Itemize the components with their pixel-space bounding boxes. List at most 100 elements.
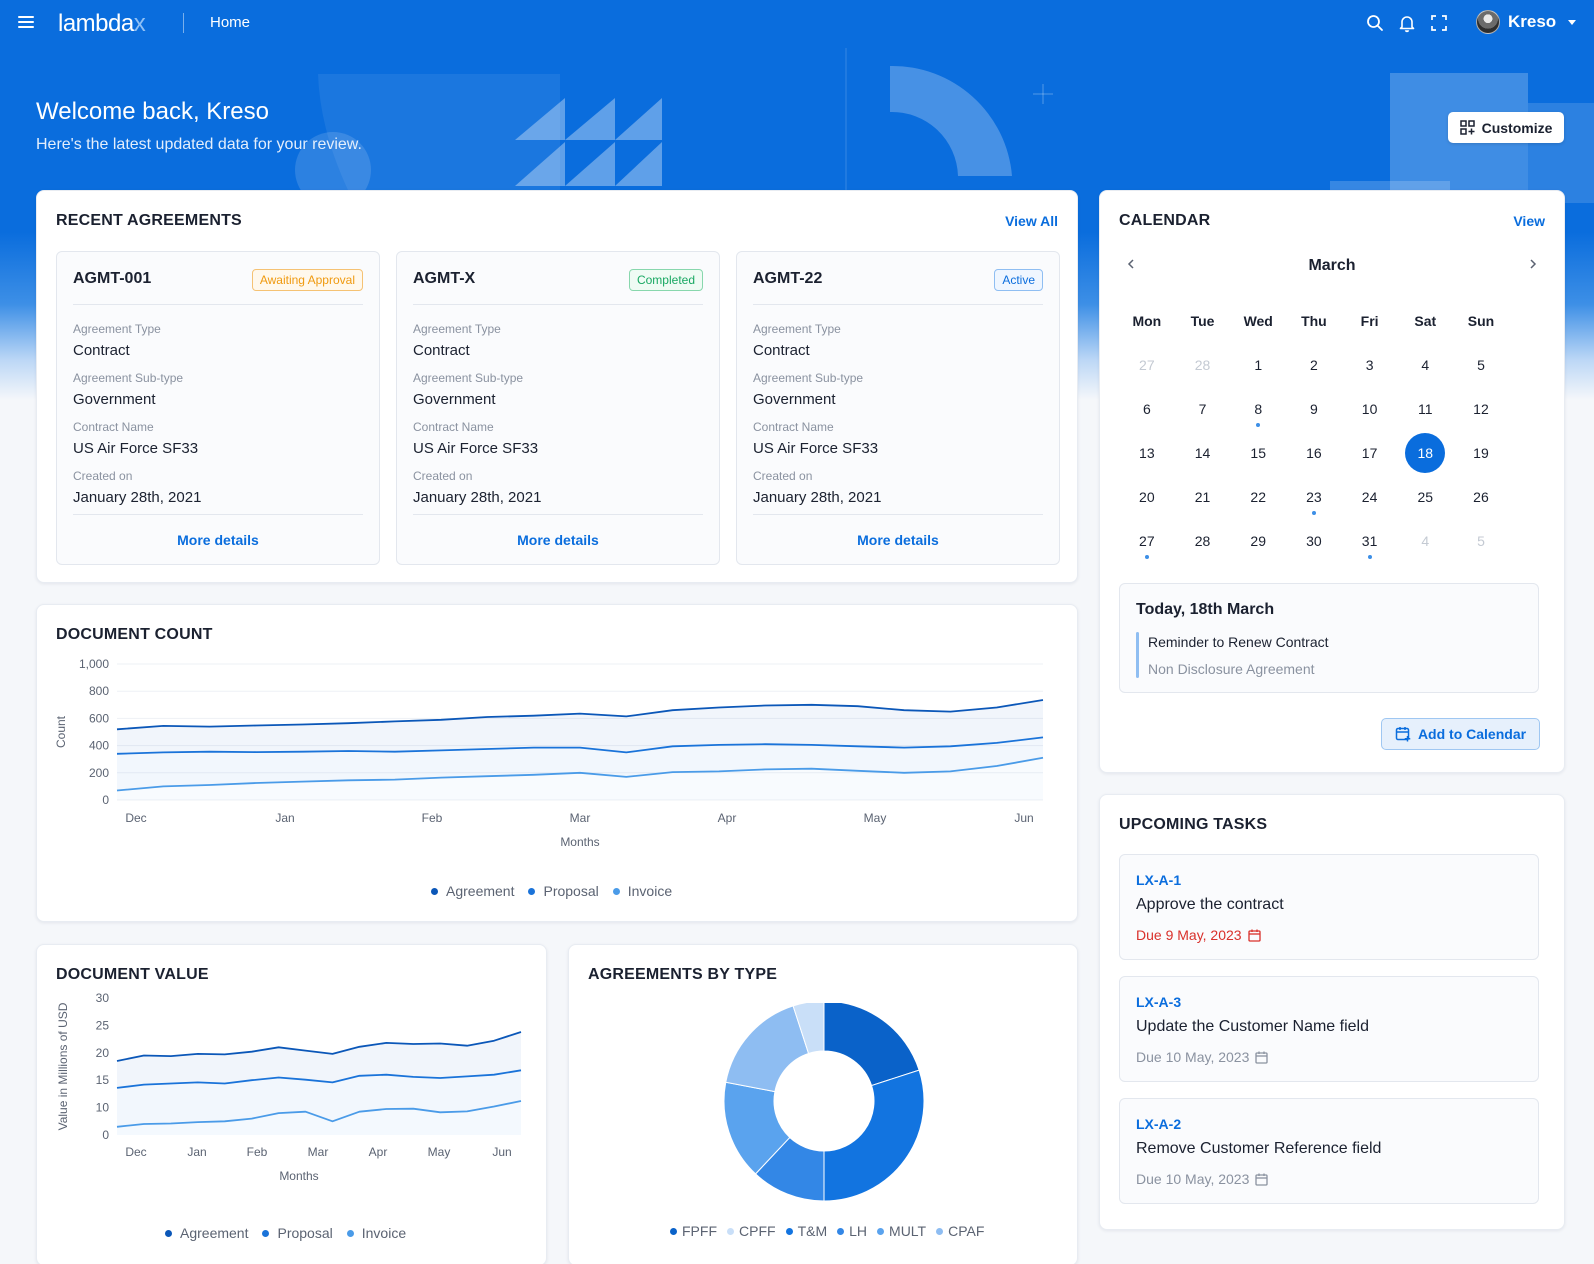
legend-item[interactable]: Invoice bbox=[346, 1225, 406, 1241]
series-line-agreement[interactable] bbox=[116, 1031, 522, 1062]
calendar-day[interactable]: 31 bbox=[1342, 521, 1398, 561]
legend-item[interactable]: Proposal bbox=[262, 1225, 333, 1241]
fullscreen-icon[interactable] bbox=[1429, 13, 1449, 33]
pie-slice-fpff[interactable] bbox=[823, 1003, 920, 1087]
search-icon[interactable] bbox=[1365, 13, 1385, 33]
series-area bbox=[117, 700, 1043, 754]
calendar-day[interactable]: 19 bbox=[1453, 433, 1509, 473]
calendar-day[interactable]: 24 bbox=[1342, 477, 1398, 517]
calendar-day[interactable]: 20 bbox=[1119, 477, 1175, 517]
top-navigation-bar: lambdax Home Kreso bbox=[0, 0, 1594, 46]
task-id[interactable]: LX-A-1 bbox=[1136, 872, 1182, 888]
bell-icon[interactable] bbox=[1397, 13, 1417, 33]
calendar-day[interactable]: 5 bbox=[1453, 521, 1509, 561]
calendar-grid: Mon Tue Wed Thu Fri Sat Sun 27 28 1 2 3 4 5 6 7 8 9 10 11 12… bbox=[1119, 299, 1539, 563]
agreement-id[interactable]: AGMT-X bbox=[413, 270, 476, 287]
chevron-left-icon[interactable] bbox=[1126, 259, 1136, 269]
calendar-day[interactable]: 10 bbox=[1342, 389, 1398, 429]
calendar-day[interactable]: 21 bbox=[1175, 477, 1231, 517]
series-line-proposal[interactable] bbox=[116, 1069, 522, 1089]
today-event-title[interactable]: Reminder to Renew Contract bbox=[1148, 634, 1329, 650]
agreements-by-type-legend: FPFF CPFF T&M LH MULT CPAF bbox=[670, 1223, 984, 1239]
nav-home-link[interactable]: Home bbox=[210, 14, 251, 31]
legend-item[interactable]: T&M bbox=[785, 1223, 827, 1239]
calendar-day[interactable]: 28 bbox=[1175, 345, 1231, 385]
calendar-icon bbox=[1255, 1051, 1269, 1064]
series-line-invoice[interactable] bbox=[116, 756, 1044, 792]
more-details-link[interactable]: More details bbox=[517, 532, 599, 548]
series-line-invoice[interactable] bbox=[116, 1100, 522, 1128]
legend-item[interactable]: CPFF bbox=[727, 1223, 776, 1239]
calendar-day[interactable]: 27 bbox=[1119, 521, 1175, 561]
calendar-day[interactable]: 9 bbox=[1286, 389, 1342, 429]
calendar-day[interactable]: 26 bbox=[1453, 477, 1509, 517]
calendar-day[interactable]: 14 bbox=[1175, 433, 1231, 473]
logo[interactable]: lambdax bbox=[58, 10, 146, 38]
calendar-day[interactable]: 28 bbox=[1175, 521, 1231, 561]
calendar-day[interactable]: 16 bbox=[1286, 433, 1342, 473]
legend-item[interactable]: LH bbox=[837, 1223, 867, 1239]
legend-item[interactable]: Proposal bbox=[528, 883, 599, 899]
pie-slice-cpaf[interactable] bbox=[725, 1005, 810, 1093]
calendar-day[interactable]: 27 bbox=[1119, 345, 1175, 385]
agreements-by-type-chart bbox=[723, 1003, 925, 1202]
event-dot bbox=[1311, 511, 1316, 515]
calendar-day[interactable]: 29 bbox=[1230, 521, 1286, 561]
task-id[interactable]: LX-A-2 bbox=[1136, 1116, 1182, 1132]
x-tick-label: May bbox=[864, 811, 887, 825]
calendar-day[interactable]: 2 bbox=[1286, 345, 1342, 385]
task-item[interactable]: LX-A-2 Remove Customer Reference field Due… bbox=[1119, 1098, 1539, 1204]
view-all-link[interactable]: View All bbox=[1005, 213, 1058, 229]
add-to-calendar-button[interactable]: Add to Calendar bbox=[1381, 718, 1540, 750]
calendar-day[interactable]: 23 bbox=[1286, 477, 1342, 517]
legend-item[interactable]: Agreement bbox=[431, 883, 514, 899]
calendar-day[interactable]: 15 bbox=[1230, 433, 1286, 473]
calendar-day[interactable]: 30 bbox=[1286, 521, 1342, 561]
calendar-view-link[interactable]: View bbox=[1513, 213, 1545, 229]
day-number: 11 bbox=[1418, 401, 1433, 417]
calendar-day[interactable]: 4 bbox=[1397, 521, 1453, 561]
more-details-link[interactable]: More details bbox=[857, 532, 939, 548]
series-area bbox=[117, 757, 1043, 800]
legend-item[interactable]: Agreement bbox=[165, 1225, 248, 1241]
more-details-link[interactable]: More details bbox=[177, 532, 259, 548]
task-id[interactable]: LX-A-3 bbox=[1136, 994, 1182, 1010]
legend-item[interactable]: Invoice bbox=[612, 883, 672, 899]
customize-button[interactable]: Customize bbox=[1448, 112, 1564, 143]
menu-icon[interactable] bbox=[18, 16, 34, 30]
task-item[interactable]: LX-A-3 Update the Customer Name field Due … bbox=[1119, 976, 1539, 1082]
legend-item[interactable]: MULT bbox=[877, 1223, 926, 1239]
calendar-day[interactable]: 12 bbox=[1453, 389, 1509, 429]
day-number: 17 bbox=[1361, 445, 1378, 461]
user-menu[interactable]: Kreso bbox=[1476, 10, 1577, 34]
day-number: 27 bbox=[1139, 357, 1155, 373]
calendar-day-today[interactable]: 18 bbox=[1397, 433, 1453, 473]
pie-slice-tm[interactable] bbox=[823, 1069, 925, 1202]
task-item[interactable]: LX-A-1 Approve the contract Due 9 May, 202… bbox=[1119, 854, 1539, 960]
calendar-day[interactable]: 17 bbox=[1342, 433, 1398, 473]
calendar-day[interactable]: 3 bbox=[1342, 345, 1398, 385]
calendar-day[interactable]: 6 bbox=[1119, 389, 1175, 429]
agreement-id[interactable]: AGMT-22 bbox=[753, 270, 823, 287]
calendar-day[interactable]: 22 bbox=[1230, 477, 1286, 517]
series-line-agreement[interactable] bbox=[116, 699, 1044, 731]
series-line-proposal[interactable] bbox=[116, 736, 1044, 755]
calendar-day[interactable]: 1 bbox=[1230, 345, 1286, 385]
calendar-day[interactable]: 5 bbox=[1453, 345, 1509, 385]
task-name: Update the Customer Name field bbox=[1136, 1018, 1369, 1035]
chevron-right-icon[interactable] bbox=[1528, 259, 1538, 269]
calendar-day[interactable]: 8 bbox=[1230, 389, 1286, 429]
x-tick-label: May bbox=[428, 1145, 451, 1159]
calendar-day[interactable]: 25 bbox=[1397, 477, 1453, 517]
calendar-day[interactable]: 11 bbox=[1397, 389, 1453, 429]
today-event-subtitle: Non Disclosure Agreement bbox=[1148, 661, 1315, 677]
legend-item[interactable]: FPFF bbox=[670, 1223, 717, 1239]
agreement-id[interactable]: AGMT-001 bbox=[73, 270, 152, 287]
calendar-day[interactable]: 7 bbox=[1175, 389, 1231, 429]
calendar-day[interactable]: 4 bbox=[1397, 345, 1453, 385]
calendar-day[interactable]: 13 bbox=[1119, 433, 1175, 473]
legend-item[interactable]: CPAF bbox=[936, 1223, 984, 1239]
series-area bbox=[117, 1070, 521, 1127]
series-area bbox=[117, 737, 1043, 791]
pie-slice-cpff[interactable] bbox=[792, 1003, 825, 1055]
